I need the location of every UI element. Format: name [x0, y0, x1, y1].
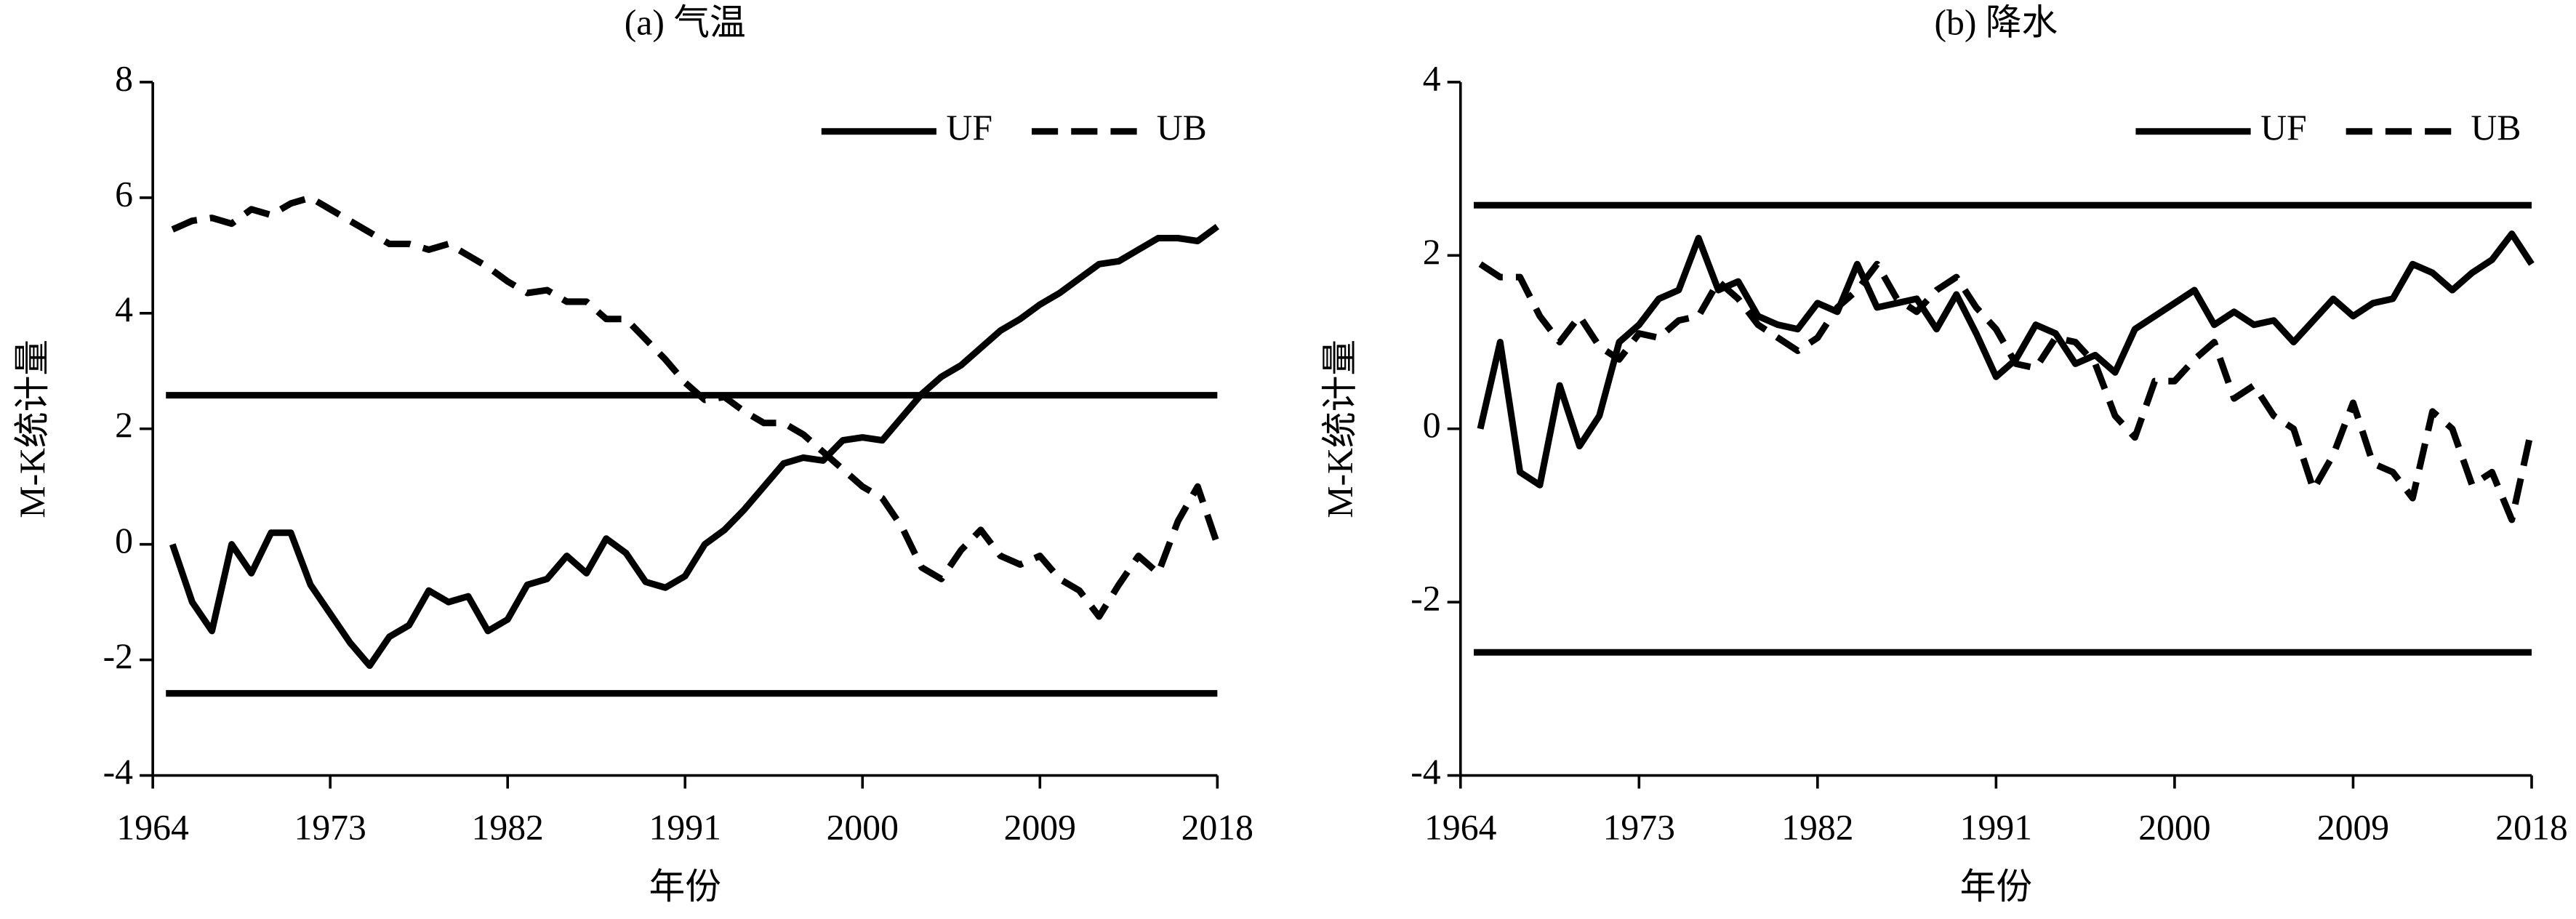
x-axis-label: 年份	[649, 867, 721, 907]
x-tick-label: 2018	[2495, 808, 2567, 848]
y-axis-label: M-K统计量	[12, 340, 52, 518]
x-tick-label: 2000	[2138, 808, 2210, 848]
x-tick-label: 1973	[1603, 808, 1675, 848]
y-tick-label: 0	[115, 521, 133, 561]
y-tick-label: 4	[1423, 58, 1441, 98]
x-tick-label: 2018	[1181, 808, 1253, 848]
legend-label: UB	[1157, 108, 1207, 148]
y-tick-label: 2	[1423, 232, 1441, 272]
y-tick-label: 2	[115, 405, 133, 445]
y-tick-label: -2	[1411, 579, 1440, 619]
x-tick-label: 2000	[827, 808, 899, 848]
series-line	[169, 223, 1220, 670]
legend-label: UF	[2260, 108, 2307, 148]
series-line	[1478, 260, 2535, 523]
x-tick-label: 2009	[1004, 808, 1076, 848]
x-tick-label: 2009	[2317, 808, 2389, 848]
y-axis-label: M-K统计量	[1320, 340, 1360, 518]
y-tick-label: -4	[1411, 752, 1441, 792]
x-tick-label: 1991	[649, 808, 721, 848]
x-tick-label: 1964	[116, 808, 189, 848]
y-tick-label: 6	[115, 174, 133, 214]
y-tick-label: 4	[115, 289, 133, 329]
series-line	[1477, 230, 2535, 489]
y-tick-label: 8	[115, 58, 133, 98]
y-tick-label: -2	[103, 636, 133, 676]
legend-label: UF	[947, 108, 993, 148]
x-tick-label: 1991	[1960, 808, 2032, 848]
panel-title: (b) 降水	[1934, 3, 2058, 43]
x-tick-label: 1982	[472, 808, 544, 848]
series-line	[171, 194, 1221, 620]
y-tick-label: 0	[1423, 405, 1441, 445]
panel-title: (a) 气温	[625, 3, 746, 43]
y-tick-label: -4	[103, 752, 134, 792]
x-tick-label: 1964	[1424, 808, 1497, 848]
legend-label: UB	[2471, 108, 2521, 148]
x-tick-label: 1973	[294, 808, 366, 848]
x-tick-label: 1982	[1781, 808, 1853, 848]
x-axis-label: 年份	[1960, 867, 2032, 907]
